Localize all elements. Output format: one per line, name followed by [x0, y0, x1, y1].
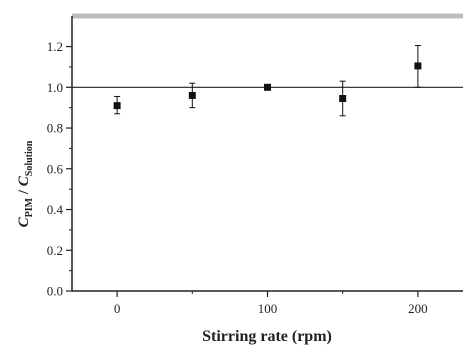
y-axis-title-sub2: Solution: [24, 140, 35, 176]
y-tick-label: 0.2: [47, 243, 63, 258]
axes: 0.0 0.2 0.4 0.6 0.8 1.0 1.2 0 100 200: [47, 16, 463, 316]
x-tick-label: 200: [408, 301, 428, 316]
y-axis-title-sep: /: [16, 186, 32, 198]
y-tick-label: 0.4: [47, 202, 64, 217]
x-tick-label: 100: [258, 301, 278, 316]
data-point: [113, 102, 121, 110]
x-tick-label: 0: [114, 301, 121, 316]
y-axis-title-c1: C: [16, 216, 32, 227]
data-point: [188, 91, 196, 99]
plot-area: [72, 13, 463, 88]
data-point: [414, 62, 422, 70]
y-axis-title: CPIM / CSolution: [16, 140, 35, 227]
y-tick-label: 1.2: [47, 39, 63, 54]
y-axis-title-sub1: PIM: [24, 197, 35, 217]
y-tick-label: 0.8: [47, 121, 63, 136]
y-axis-title-c2: C: [16, 175, 32, 186]
y-tick-label: 0.0: [47, 284, 63, 299]
data-point: [339, 95, 347, 102]
data-point: [264, 83, 271, 91]
x-axis-title: Stirring rate (rpm): [202, 328, 332, 345]
y-tick-label: 1.0: [47, 80, 63, 95]
data-series: [113, 45, 422, 117]
y-tick-label: 0.6: [47, 161, 64, 176]
